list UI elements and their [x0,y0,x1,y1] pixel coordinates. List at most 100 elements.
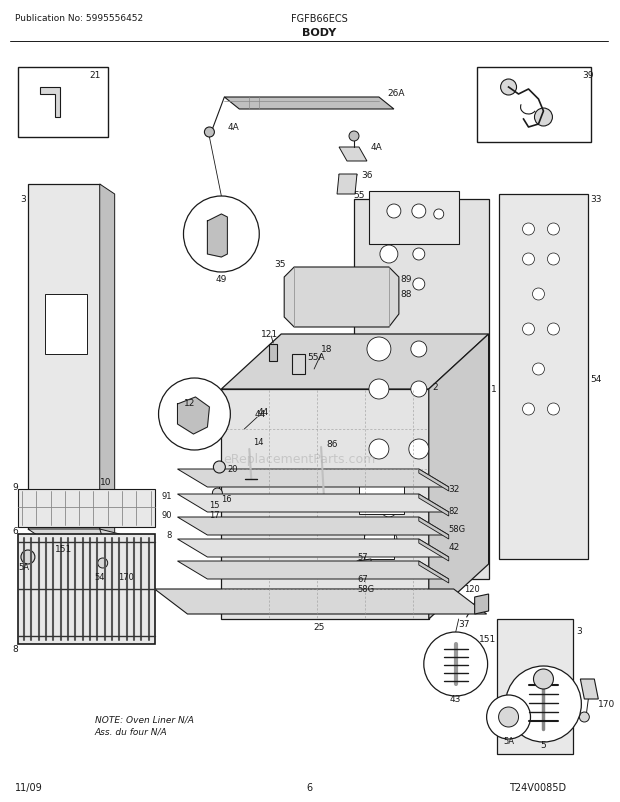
Polygon shape [177,539,449,557]
Text: 44: 44 [254,410,265,419]
Text: 25: 25 [313,622,325,632]
Circle shape [523,403,534,415]
Polygon shape [18,489,154,528]
Text: 33: 33 [590,195,602,205]
Polygon shape [429,334,489,619]
Text: Publication No: 5995556452: Publication No: 5995556452 [15,14,143,23]
Text: 91: 91 [161,492,172,501]
Text: 32: 32 [449,485,460,494]
Polygon shape [354,200,489,579]
Polygon shape [284,268,399,327]
Text: 12: 12 [184,399,195,408]
Circle shape [412,205,426,219]
Text: 90: 90 [161,511,172,520]
Text: 3: 3 [20,195,25,205]
Circle shape [500,80,516,96]
Text: 55: 55 [353,190,365,199]
Circle shape [184,196,259,273]
Polygon shape [40,88,60,118]
Text: 17: 17 [210,511,220,520]
Circle shape [159,379,231,451]
Text: 151: 151 [479,634,496,644]
Circle shape [381,501,397,517]
Bar [359,480,404,514]
Circle shape [434,210,444,220]
Polygon shape [419,517,449,539]
Text: 58G: 58G [357,585,374,593]
Polygon shape [419,469,449,492]
Text: 4A: 4A [228,124,239,132]
Text: 16: 16 [221,495,232,504]
Text: 54: 54 [95,573,105,581]
Text: 89: 89 [401,275,412,284]
Polygon shape [28,184,100,529]
Text: BODY: BODY [302,28,336,38]
Text: 36: 36 [361,172,373,180]
Polygon shape [475,594,489,614]
Bar [18,534,154,644]
Polygon shape [177,469,449,488]
Circle shape [547,224,559,236]
Circle shape [380,245,398,264]
Text: 5: 5 [541,740,546,750]
Circle shape [533,363,544,375]
Polygon shape [369,192,459,245]
Circle shape [424,632,487,696]
Polygon shape [154,589,487,614]
Polygon shape [339,148,367,162]
Polygon shape [269,345,277,362]
Polygon shape [357,559,372,573]
Circle shape [413,278,425,290]
Text: 6: 6 [12,527,18,536]
Circle shape [213,461,225,473]
Text: 88: 88 [401,290,412,299]
Text: 3: 3 [577,626,582,636]
Circle shape [547,253,559,265]
Text: 10: 10 [100,478,111,487]
Polygon shape [419,539,449,561]
Polygon shape [221,334,489,390]
Text: 120: 120 [464,585,479,593]
Polygon shape [337,175,357,195]
Circle shape [409,439,429,460]
Circle shape [533,289,544,301]
Text: 42: 42 [449,543,460,552]
Polygon shape [208,215,228,257]
Circle shape [98,558,108,569]
Bar [477,68,591,143]
Polygon shape [28,529,115,539]
Circle shape [533,669,554,689]
Circle shape [547,403,559,415]
Circle shape [213,488,223,498]
Text: 43: 43 [450,695,461,703]
Text: 15: 15 [210,501,220,510]
Text: 14: 14 [254,438,264,447]
Circle shape [523,253,534,265]
Text: 8: 8 [166,531,172,540]
Text: 86: 86 [326,440,337,449]
Polygon shape [177,561,449,579]
Text: 49: 49 [216,274,227,284]
Circle shape [534,109,552,127]
Text: FGFB66ECS: FGFB66ECS [291,14,347,24]
Circle shape [387,205,401,219]
Circle shape [205,128,215,138]
Text: 39: 39 [582,71,594,80]
Text: 58G: 58G [449,525,466,534]
Circle shape [411,382,427,398]
Bar [18,68,108,138]
Circle shape [21,550,35,565]
Circle shape [487,695,531,739]
Text: 170: 170 [118,573,133,581]
Circle shape [505,666,582,742]
Text: 11/09: 11/09 [15,782,43,792]
Text: 6: 6 [306,782,312,792]
Circle shape [369,379,389,399]
Text: 5A: 5A [503,736,514,746]
Text: 55A: 55A [307,353,325,362]
Bar [364,534,394,559]
Circle shape [547,323,559,335]
Circle shape [413,249,425,261]
Text: 5A: 5A [18,563,29,572]
Polygon shape [177,494,449,512]
